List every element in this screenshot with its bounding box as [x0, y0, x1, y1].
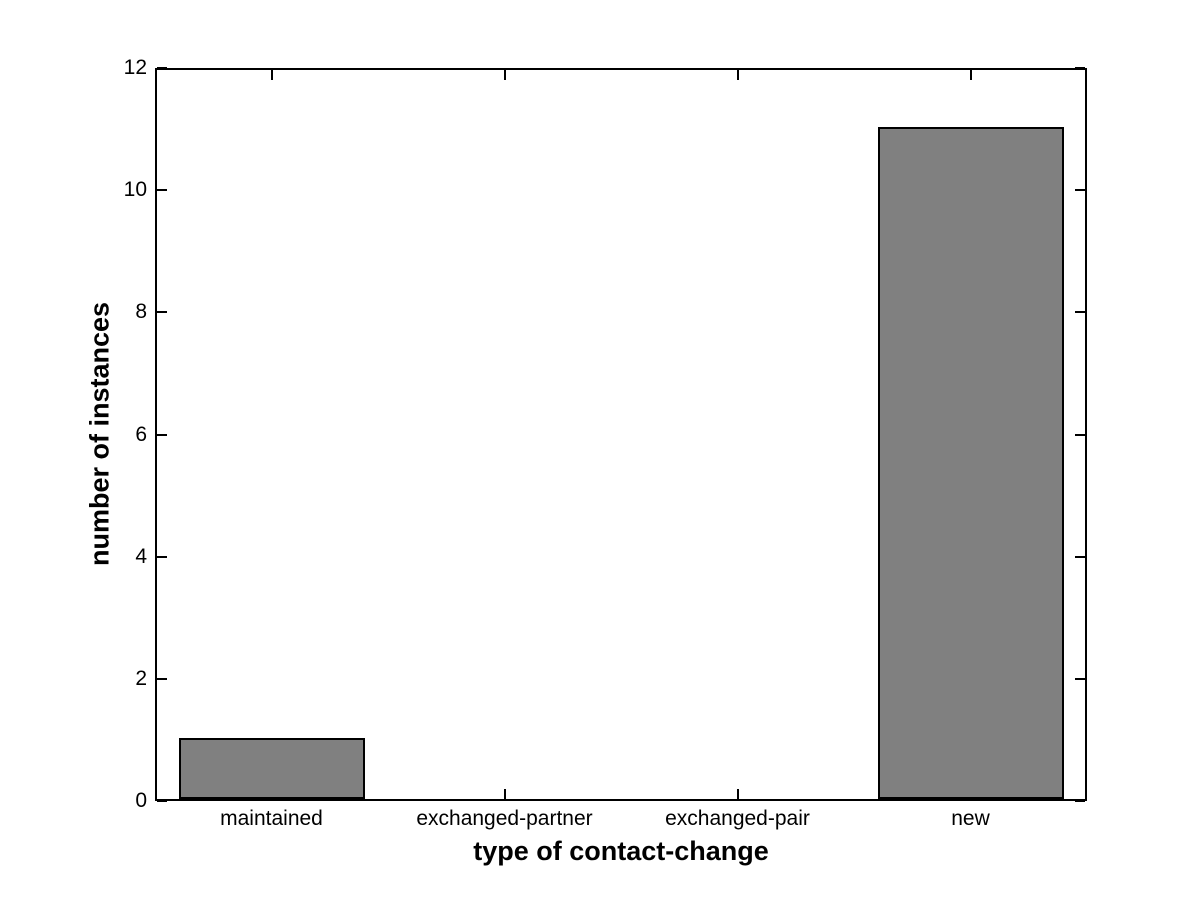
x-tick-mark [503, 789, 506, 799]
y-tick-mark [157, 189, 167, 192]
y-tick-label: 8 [135, 300, 147, 324]
y-tick-mark [157, 677, 167, 680]
bar-maintained [179, 738, 365, 799]
y-tick-mark [157, 311, 167, 314]
plot-area [155, 67, 1087, 802]
y-tick-mark [157, 433, 167, 436]
x-tick-label: exchanged-pair [665, 807, 810, 830]
y-tick-mark [1075, 800, 1085, 802]
y-tick-mark [1075, 677, 1085, 680]
y-tick-mark [1075, 189, 1085, 192]
x-tick-label: new [951, 807, 990, 830]
y-tick-mark [1075, 433, 1085, 436]
y-tick-label: 4 [135, 544, 147, 568]
y-tick-mark [1075, 67, 1085, 69]
y-tick-label: 10 [123, 178, 147, 202]
x-tick-mark [736, 70, 739, 80]
y-tick-label: 2 [135, 666, 147, 690]
y-tick-mark [157, 555, 167, 558]
y-tick-mark [1075, 555, 1085, 558]
x-tick-label: maintained [220, 807, 323, 830]
x-tick-mark [969, 70, 972, 80]
y-tick-mark [1075, 311, 1085, 314]
x-tick-mark [736, 789, 739, 799]
x-tick-label: exchanged-partner [416, 807, 593, 830]
y-tick-mark [157, 800, 167, 802]
y-tick-label: 12 [123, 56, 147, 79]
y-tick-label: 6 [135, 422, 147, 446]
x-tick-mark [503, 70, 506, 80]
x-axis-title: type of contact-change [473, 836, 769, 866]
bar-new [878, 127, 1064, 799]
y-tick-mark [157, 67, 167, 69]
y-axis-title: number of instances [84, 301, 115, 567]
y-tick-label: 0 [135, 789, 147, 812]
x-tick-mark [270, 70, 273, 80]
